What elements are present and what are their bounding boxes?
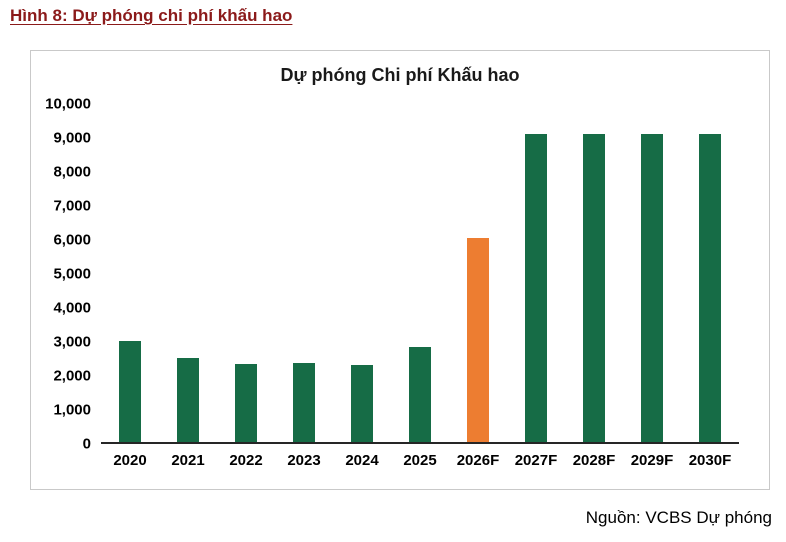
y-tick-label: 4,000 (53, 299, 91, 317)
bar-2021 (177, 357, 199, 442)
plot-region (101, 104, 739, 444)
bar-column-2021 (159, 104, 217, 442)
bar-column-2028F (565, 104, 623, 442)
source-note: Nguồn: VCBS Dự phóng (585, 508, 772, 527)
x-tick-label-2024: 2024 (345, 452, 379, 469)
bar-2027F (525, 134, 547, 442)
x-tick-label-2022: 2022 (229, 452, 263, 469)
bar-2022 (235, 363, 257, 442)
chart-frame: Dự phóng Chi phí Khấu hao 0 1,000 2,000 3,0… (30, 50, 770, 490)
y-tick-label: 6,000 (53, 231, 91, 249)
y-tick-label: 7,000 (53, 197, 91, 215)
x-tick-label-2026F: 2026F (456, 452, 500, 469)
y-tick-label: 10,000 (45, 95, 91, 113)
y-tick-label: 2,000 (53, 367, 91, 385)
x-tick-label-2029F: 2029F (630, 452, 674, 469)
bar-column-2020 (101, 104, 159, 442)
y-tick-label: 9,000 (53, 129, 91, 147)
plot-wrap: 0 1,000 2,000 3,000 4,000 5,000 6,000 7,000 8,00… (31, 96, 769, 453)
x-tick-label-2028F: 2028F (572, 452, 616, 469)
chart-title: Dự phóng Chi phí Khấu hao (280, 65, 520, 85)
bar-2025 (409, 347, 431, 442)
bar-2028F (583, 134, 605, 442)
x-tick-label-2027F: 2027F (514, 452, 558, 469)
x-tick-label-2021: 2021 (171, 452, 205, 469)
bar-column-2023 (275, 104, 333, 442)
bar-column-2029F (623, 104, 681, 442)
x-tick-label-2030F: 2030F (688, 452, 732, 469)
y-tick-label: 8,000 (53, 163, 91, 181)
bar-2020 (119, 340, 141, 442)
y-axis: 0 1,000 2,000 3,000 4,000 5,000 6,000 7,000 8,00… (31, 96, 101, 453)
bar-2023 (293, 362, 315, 442)
bar-2026F (467, 237, 489, 442)
x-tick-label-2020: 2020 (113, 452, 147, 469)
x-tick-label-2025: 2025 (403, 452, 437, 469)
bar-2029F (641, 134, 663, 442)
bar-column-2030F (681, 104, 739, 442)
figure-title: Hình 8: Dự phóng chi phí khấu hao (10, 6, 293, 25)
bar-column-2027F (507, 104, 565, 442)
bar-column-2026F (449, 104, 507, 442)
y-tick-label: 5,000 (53, 265, 91, 283)
bar-2030F (699, 134, 721, 442)
y-tick-label: 1,000 (53, 401, 91, 419)
y-tick-label: 0 (82, 435, 91, 453)
bar-column-2025 (391, 104, 449, 442)
bar-column-2022 (217, 104, 275, 442)
y-tick-label: 3,000 (53, 333, 91, 351)
bar-column-2024 (333, 104, 391, 442)
x-axis: 2020 2021 2022 2023 2024 2025 2026F 2027F 2028F 2… (101, 452, 769, 469)
x-tick-label-2023: 2023 (287, 452, 321, 469)
bar-2024 (351, 365, 373, 442)
